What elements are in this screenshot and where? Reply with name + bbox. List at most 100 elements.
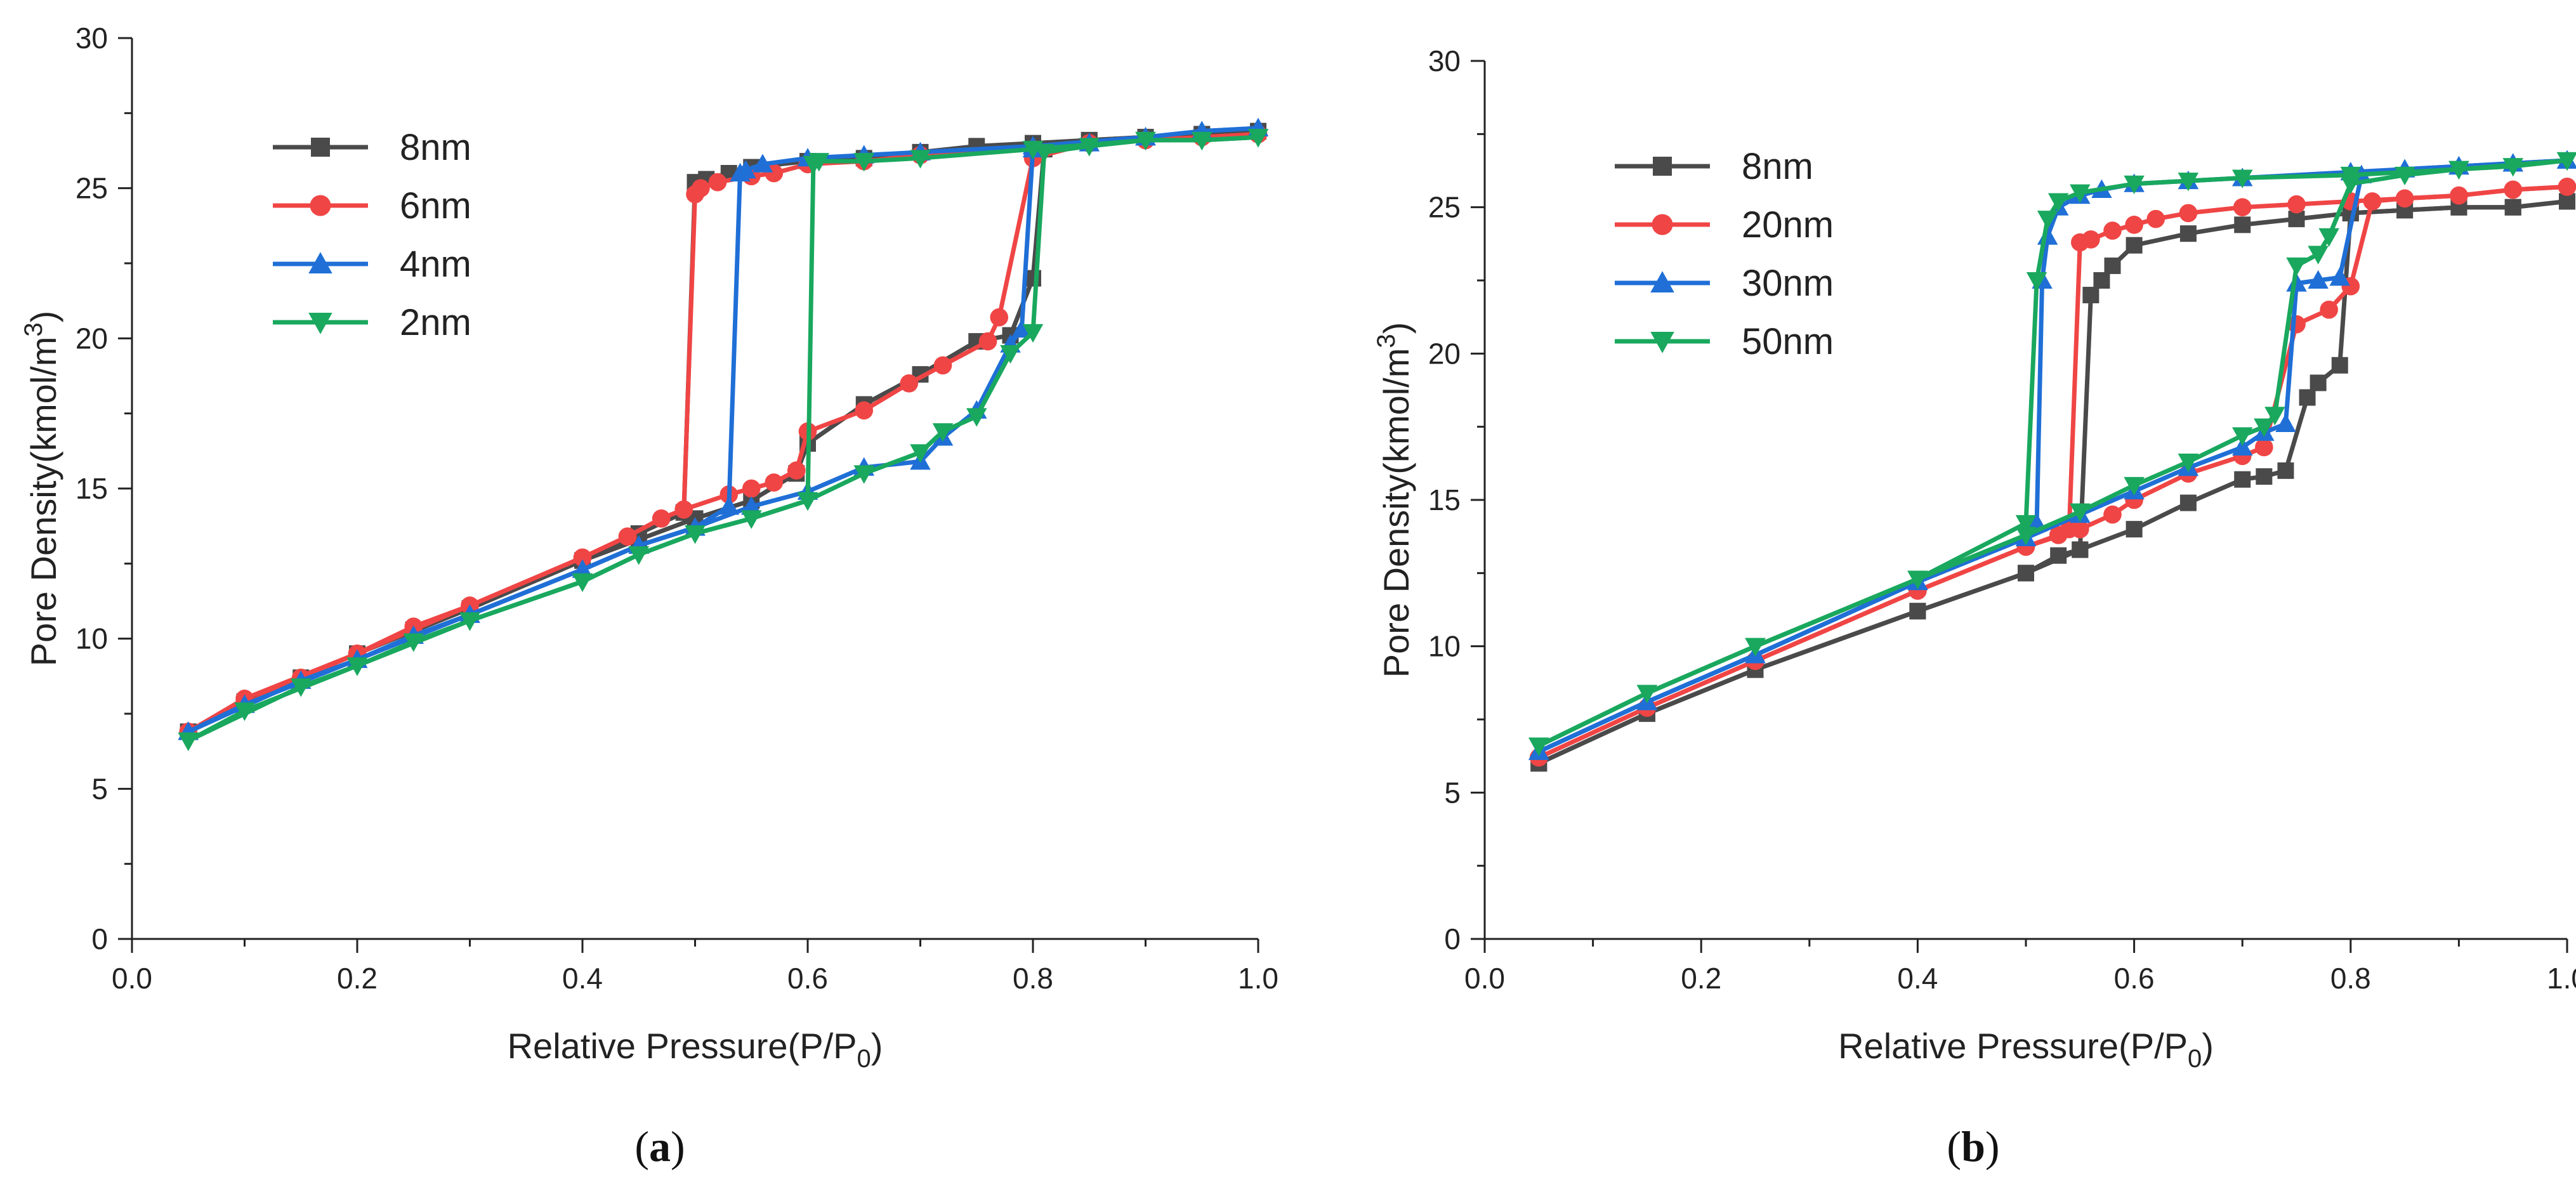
data-point-50nm — [1528, 737, 1549, 756]
data-point-20nm — [2071, 233, 2089, 252]
series-line-8nm-desorption — [187, 129, 1259, 734]
legend-marker-2nm — [308, 313, 332, 334]
legend-label-2nm: 2nm — [400, 302, 471, 343]
data-point-2nm — [932, 423, 954, 442]
data-point-2nm — [910, 444, 931, 463]
data-point-2nm — [1135, 131, 1156, 151]
data-point-8nm — [2093, 272, 2110, 289]
chart-panel-a: 0.0 0.2 0.4 0.6 0.8 1.0 0 5 10 15 20 25 30 Relative P… — [20, 22, 1278, 1171]
x-tick-label: 0.4 — [562, 962, 603, 995]
data-point-2nm — [628, 546, 649, 565]
data-point-30nm — [2329, 267, 2350, 286]
legend-marker-6nm — [310, 195, 331, 216]
x-tick-label: 1.0 — [1238, 962, 1278, 995]
panel-label-a: (a) — [634, 1122, 685, 1171]
series-line-4nm-adsorption — [187, 126, 1259, 734]
data-point-8nm — [2018, 565, 2034, 582]
legend-marker-8nm — [1653, 157, 1672, 176]
legend-marker-50nm — [1650, 332, 1674, 353]
data-point-2nm — [910, 150, 931, 169]
data-point-20nm — [2450, 186, 2468, 205]
data-point-2nm — [797, 492, 818, 511]
legend-label-30nm: 30nm — [1742, 263, 1834, 304]
x-tick-label: 0.6 — [787, 962, 828, 995]
chart-panel-b: 0.0 0.2 0.4 0.6 0.8 1.0 0 5 10 15 20 25 30 Relative P… — [1372, 44, 2576, 1171]
data-point-20nm — [2233, 198, 2252, 216]
data-point-50nm — [2124, 476, 2145, 496]
series-50nm — [1528, 152, 2576, 756]
data-point-4nm — [752, 154, 773, 173]
data-point-6nm — [787, 461, 806, 480]
legend: 8nm 20nm 30nm 50nm — [1615, 146, 1834, 362]
data-point-20nm — [2504, 180, 2522, 199]
data-point-4nm — [741, 496, 762, 515]
data-point-8nm — [2256, 468, 2273, 485]
data-point-8nm — [2234, 216, 2251, 233]
series-line-6nm-adsorption — [187, 132, 1259, 734]
data-point-50nm — [2047, 193, 2069, 212]
data-point-2nm — [853, 153, 874, 172]
x-tick-label: 0.0 — [1464, 962, 1505, 995]
x-axis-title: Relative Pressure(P/P0) — [1838, 1026, 2214, 1073]
data-point-8nm — [2126, 521, 2143, 538]
series-4nm — [178, 117, 1269, 740]
data-point-2nm — [1022, 141, 1044, 160]
series-line-8nm-desorption — [1537, 199, 2568, 766]
y-tick-label: 20 — [76, 322, 108, 355]
y-tick-label: 10 — [1428, 630, 1461, 663]
series-line-50nm-adsorption — [1537, 158, 2568, 748]
data-point-20nm — [2179, 204, 2198, 223]
data-point-50nm — [1907, 570, 1928, 589]
legend-label-50nm: 50nm — [1742, 321, 1834, 362]
data-point-8nm — [2277, 462, 2294, 479]
data-point-4nm — [1011, 318, 1032, 338]
data-point-2nm — [459, 612, 480, 631]
data-point-2nm — [741, 510, 762, 529]
data-point-8nm — [2104, 257, 2121, 274]
data-point-50nm — [2124, 175, 2145, 195]
data-point-8nm — [2331, 357, 2348, 374]
data-point-50nm — [2264, 407, 2285, 426]
data-point-6nm — [765, 473, 784, 492]
data-point-50nm — [1636, 685, 1658, 704]
data-point-8nm — [2299, 389, 2316, 406]
data-point-6nm — [900, 374, 919, 393]
legend-label-8nm: 8nm — [1742, 146, 1813, 187]
data-point-2nm — [853, 465, 874, 484]
y-tick-label: 5 — [91, 772, 108, 805]
data-point-30nm — [2308, 270, 2329, 289]
series-8nm — [180, 122, 1266, 740]
data-point-8nm — [1909, 603, 1926, 620]
data-point-2nm — [1192, 131, 1212, 151]
data-point-20nm — [2049, 526, 2068, 544]
data-point-2nm — [178, 732, 199, 751]
data-point-4nm — [572, 559, 593, 578]
series-line-8nm-adsorption — [1537, 199, 2568, 766]
data-point-8nm — [2179, 494, 2197, 511]
data-point-20nm — [2287, 195, 2306, 214]
y-tick-label: 25 — [76, 172, 108, 205]
data-point-2nm — [1247, 129, 1269, 148]
legend-marker-30nm — [1650, 271, 1674, 292]
series-30nm — [1528, 150, 2576, 760]
series-line-2nm-desorption — [187, 134, 1259, 743]
y-axis-title: Pore Density(kmol/m3) — [20, 311, 63, 667]
data-point-2nm — [234, 702, 255, 721]
data-point-6nm — [686, 185, 704, 204]
data-point-6nm — [855, 401, 874, 420]
data-point-50nm — [2178, 454, 2199, 473]
data-point-50nm — [2318, 228, 2339, 247]
y-tick-label: 30 — [76, 22, 108, 55]
data-point-50nm — [2340, 166, 2362, 186]
series-line-30nm-desorption — [1537, 158, 2568, 754]
data-point-6nm — [933, 356, 952, 375]
x-axis-title: Relative Pressure(P/P0) — [508, 1026, 883, 1073]
data-point-50nm — [2070, 184, 2091, 203]
data-point-2nm — [572, 573, 593, 592]
y-tick-label: 15 — [1428, 483, 1461, 516]
panel-label-b: (b) — [1947, 1122, 1999, 1171]
data-point-50nm — [2254, 418, 2275, 437]
data-point-4nm — [718, 496, 739, 515]
x-tick-label: 0.6 — [2114, 962, 2155, 995]
